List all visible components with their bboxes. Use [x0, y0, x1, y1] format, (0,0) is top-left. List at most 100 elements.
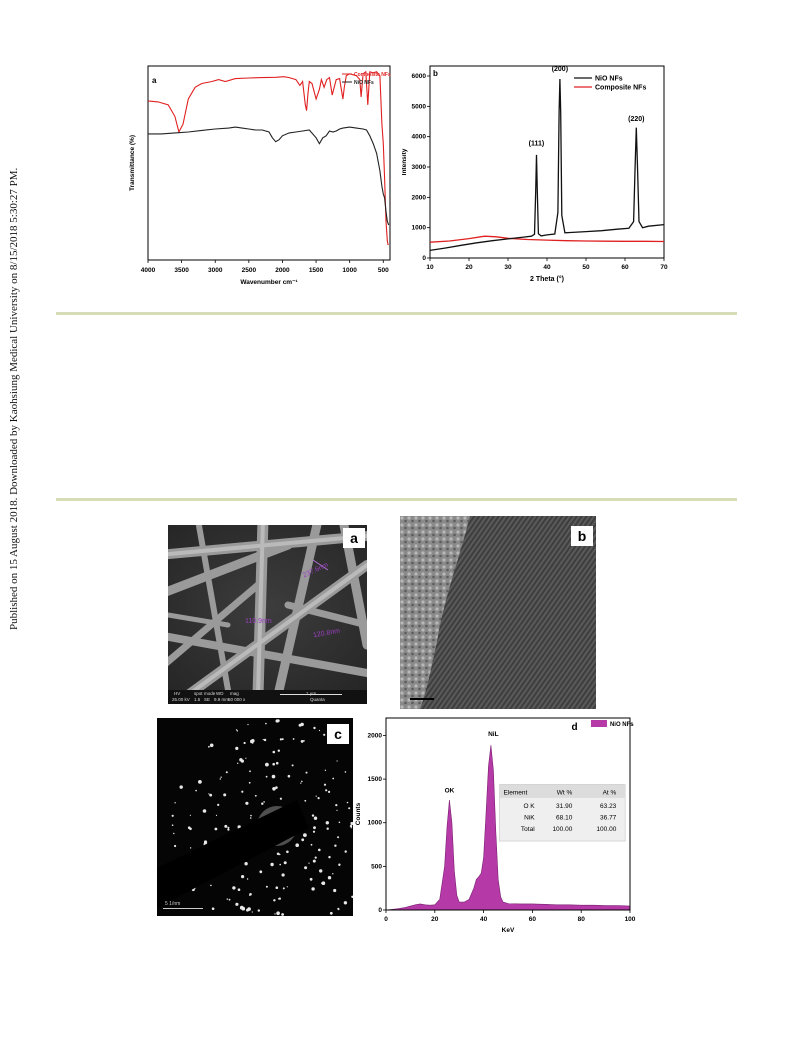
saed-spot: [304, 799, 307, 802]
sem-scale-bar: [280, 694, 342, 695]
saed-spot: [235, 902, 239, 906]
saed-spot: [305, 771, 308, 774]
edx-spectrum-area: [385, 745, 631, 911]
ftir-legend-label-1: NiO NFs: [354, 80, 374, 86]
edx-y-tick-label-4: 2000: [368, 732, 383, 739]
xrd-series-line-0: [429, 78, 665, 252]
ftir-x-tick-label-6: 1000: [342, 267, 357, 274]
xrd-peak-label-1: (200): [552, 66, 568, 73]
ftir-y-axis-label: Transmittance (%): [129, 135, 136, 191]
xrd-x-tick-label-5: 60: [621, 264, 629, 271]
saed-spot: [295, 843, 299, 847]
saed-spot: [282, 887, 285, 890]
saed-spot: [313, 726, 316, 730]
saed-spot: [281, 738, 284, 741]
edx-x-axis-label: KeV: [502, 927, 515, 934]
sem-info-spot: spot: [194, 691, 203, 696]
saed-spot: [249, 817, 252, 819]
saed-spot: [251, 911, 253, 913]
xrd-legend-label-0: NiO NFs: [595, 76, 623, 83]
saed-spot: [328, 856, 331, 859]
xrd-x-axis-label: 2 Theta (°): [530, 275, 564, 283]
saed-spot: [227, 826, 230, 829]
xrd-y-tick-label-3: 3000: [412, 164, 427, 171]
saed-spot: [219, 778, 221, 780]
saed-spot: [227, 828, 230, 831]
saed-spot: [171, 824, 174, 826]
saed-spot: [300, 740, 304, 743]
ftir-x-tick-label-7: 500: [378, 267, 389, 274]
saed-spot: [189, 814, 191, 816]
saed-spot: [210, 884, 212, 887]
ftir-x-tick-label-4: 2000: [275, 267, 290, 274]
ftir-x-tick-label-0: 4000: [141, 267, 156, 274]
ftir-plot-frame: [147, 65, 391, 261]
sem-info-bar: HV spot mode WD mag 25.00 kV 1.5 SE 9.9 …: [170, 691, 365, 703]
ftir-x-tick-label-5: 1500: [309, 267, 324, 274]
saed-spot: [281, 913, 284, 916]
xrd-y-axis-label: Intensity: [402, 148, 408, 175]
saed-spot: [337, 836, 340, 839]
saed-spot: [311, 887, 315, 891]
hrtem-micrograph: b: [400, 516, 596, 709]
ftir-chart-panel: 4000 3500 3000 2500 2000 1500 1000 500 Wavenumbe…: [122, 62, 398, 290]
saed-spot: [225, 771, 228, 774]
saed-spot: [265, 885, 268, 888]
edx-table-cell-2-2: 100.00: [596, 826, 616, 833]
sem-info-mag: mag: [230, 691, 239, 696]
saed-spot: [326, 827, 329, 830]
saed-spot: [214, 827, 218, 831]
saed-spot: [348, 807, 351, 810]
saed-spot: [250, 739, 254, 744]
saed-spot: [344, 850, 347, 853]
edx-panel-letter: d: [571, 722, 577, 733]
ftir-chart: 4000 3500 3000 2500 2000 1500 1000 500 Wavenumbe…: [129, 65, 391, 286]
xrd-peak-label-0: (111): [529, 140, 545, 147]
saed-spot: [312, 859, 316, 863]
saed-spot: [223, 793, 227, 797]
saed-spot: [333, 888, 337, 893]
saed-spot: [321, 882, 324, 885]
saed-spot: [287, 774, 291, 778]
saed-spot: [215, 814, 218, 816]
saed-spot: [245, 757, 247, 759]
edx-y-axis-label: Counts: [355, 802, 362, 825]
edx-plot-frame: [385, 717, 631, 911]
edx-table-header-0: Element: [503, 790, 527, 797]
download-watermark: Published on 15 August 2018. Downloaded …: [6, 168, 22, 630]
saed-spot: [281, 873, 285, 877]
saed-spot: [323, 733, 326, 736]
saed-spot: [300, 782, 302, 784]
ftir-series-line-1: [148, 126, 390, 226]
saed-spot: [249, 770, 251, 773]
saed-spot: [259, 870, 263, 874]
saed-spot: [273, 899, 276, 902]
saed-spot: [338, 821, 341, 824]
xrd-plot-frame: [429, 65, 665, 259]
saed-spot: [350, 827, 352, 829]
edx-table-header-2: At %: [603, 790, 617, 797]
saed-spot: [314, 856, 317, 859]
saed-spot: [334, 844, 337, 847]
saed-spot: [304, 866, 308, 870]
saed-spot: [315, 795, 317, 797]
saed-spot: [203, 840, 208, 844]
saed-spot: [272, 750, 276, 754]
saed-spot: [198, 780, 202, 784]
ftir-x-tick-label-1: 3500: [174, 267, 189, 274]
saed-spot: [317, 797, 320, 800]
saed-spot: [325, 821, 329, 825]
saed-spot: [174, 844, 177, 848]
edx-table-cell-0-0: O K: [523, 803, 535, 810]
saed-spot: [318, 849, 320, 851]
saed-spot: [313, 826, 316, 830]
edx-table-cell-0-1: 31.90: [556, 803, 573, 810]
saed-spot: [247, 724, 249, 726]
saed-spot: [265, 722, 267, 725]
xrd-panel-letter: b: [433, 69, 438, 78]
saed-spot: [337, 907, 340, 910]
edx-table-cell-0-2: 63.23: [600, 803, 617, 810]
saed-spot: [220, 776, 222, 778]
saed-spot: [195, 789, 197, 792]
saed-spot: [277, 749, 280, 752]
